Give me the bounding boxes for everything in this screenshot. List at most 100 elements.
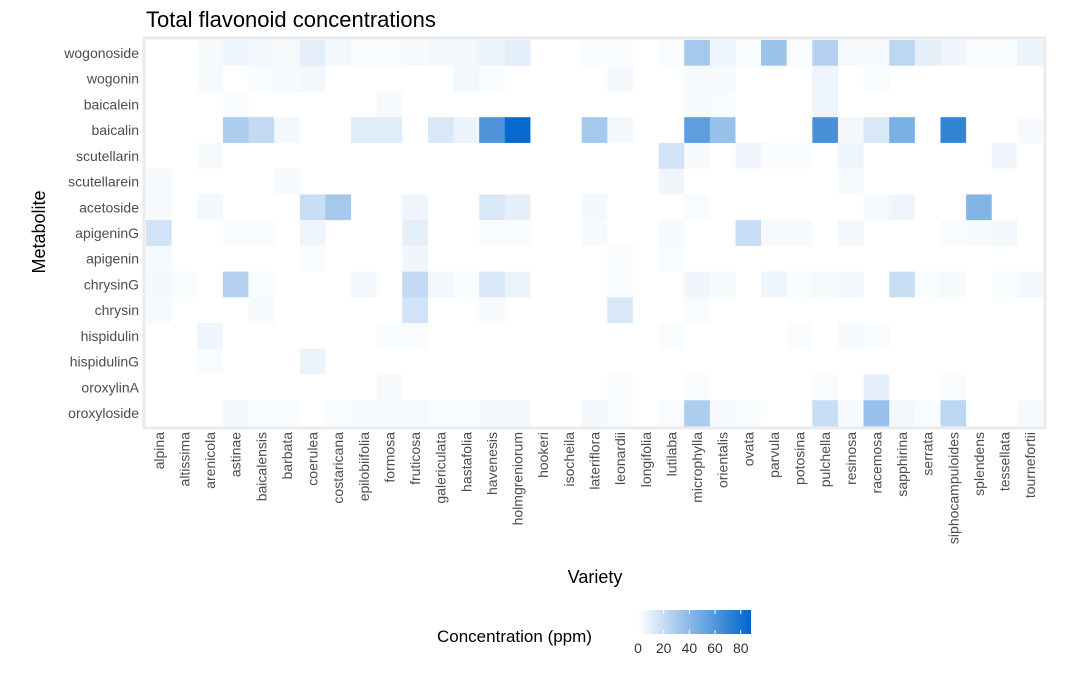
heatmap-cell-chrysinG-lateriflora: [581, 271, 608, 298]
heatmap-cell-scutellarin-barbata: [274, 142, 301, 170]
heatmap-cell-scutellarin-hookeri: [530, 142, 557, 170]
heatmap-cell-apigenin-costaricana: [325, 245, 352, 272]
heatmap-cell-oroxyloside-formosa: [376, 400, 403, 427]
heatmap-cell-baicalin-orientalis: [709, 117, 736, 144]
heatmap-cell-scutellarin-pulchella: [812, 142, 839, 170]
heatmap-cell-scutellarin-leonardii: [607, 142, 634, 170]
heatmap-cell-apigenin-coerulea: [299, 245, 326, 272]
y-tick-hispidulin: hispidulin: [81, 328, 139, 344]
x-tick-orientalis: orientalis: [715, 432, 731, 488]
heatmap-cell-apigeninG-holmgreniorum: [504, 220, 531, 247]
heatmap-cell-oroxylinA-barbata: [274, 374, 301, 401]
heatmap-cell-apigenin-orientalis: [709, 245, 736, 272]
heatmap-cell-chrysin-racemosa: [863, 297, 890, 324]
heatmap-cell-apigeninG-galericulata: [427, 220, 454, 247]
heatmap-cell-hispidulinG-potosina: [786, 348, 813, 375]
heatmap-cell-scutellarein-isocheila: [556, 168, 583, 195]
heatmap-cell-chrysin-resinosa: [837, 297, 864, 324]
heatmap-cell-hispidulin-alpina: [146, 323, 173, 350]
heatmap-cell-oroxylinA-hookeri: [530, 374, 557, 401]
heatmap-cell-baicalein-microphylla: [684, 91, 711, 118]
heatmap-cell-oroxyloside-tournefortii: [1017, 400, 1044, 427]
heatmap-cell-apigenin-alpina: [146, 245, 173, 272]
heatmap-cell-oroxylinA-arenicola: [197, 374, 224, 401]
heatmap-cell-wogonin-lateriflora: [581, 65, 608, 92]
heatmap-cell-oroxylinA-fruticosa: [402, 374, 429, 401]
heatmap-cell-acetoside-resinosa: [837, 194, 864, 221]
heatmap-cell-hispidulin-barbata: [274, 323, 301, 350]
heatmap-cell-hispidulinG-sapphirina: [889, 348, 916, 375]
heatmap-cell-baicalein-longifolia: [632, 91, 659, 118]
y-tick-oroxylinA: oroxylinA: [81, 379, 139, 395]
heatmap-cell-acetoside-baicalensis: [248, 194, 275, 221]
heatmap-cell-wogonoside-lutilaba: [658, 40, 685, 67]
heatmap-cell-acetoside-lateriflora: [581, 194, 608, 221]
heatmap-cell-wogonoside-lateriflora: [581, 40, 608, 67]
heatmap-cell-apigeninG-pulchella: [812, 220, 839, 247]
heatmap-cell-wogonoside-fruticosa: [402, 40, 429, 67]
heatmap-cell-hispidulin-microphylla: [684, 323, 711, 350]
heatmap-cell-baicalin-costaricana: [325, 117, 352, 144]
heatmap-cell-oroxyloside-havenesis: [479, 400, 506, 427]
heatmap-cell-apigenin-ovata: [735, 245, 762, 272]
heatmap-cell-acetoside-tournefortii: [1017, 194, 1044, 221]
x-tick-racemosa: racemosa: [868, 432, 884, 494]
heatmap-cell-baicalein-isocheila: [556, 91, 583, 118]
heatmap-cell-apigeninG-parvula: [761, 220, 788, 247]
heatmap-cell-chrysin-hastafolia: [453, 297, 480, 324]
heatmap-cell-scutellarin-astinae: [222, 142, 249, 170]
heatmap-cell-wogonin-tournefortii: [1017, 65, 1044, 92]
heatmap-cell-oroxylinA-orientalis: [709, 374, 736, 401]
heatmap-cell-chrysin-costaricana: [325, 297, 352, 324]
heatmap-cell-baicalin-astinae: [222, 117, 249, 144]
heatmap-cell-oroxylinA-siphocampuloides: [940, 374, 967, 401]
heatmap-cell-chrysin-lutilaba: [658, 297, 685, 324]
heatmap-cell-wogonoside-arenicola: [197, 40, 224, 67]
heatmap-cell-wogonin-longifolia: [632, 65, 659, 92]
x-tick-splendens: splendens: [971, 432, 987, 496]
heatmap-cell-oroxyloside-coerulea: [299, 400, 326, 427]
heatmap-cell-oroxylinA-alpina: [146, 374, 173, 401]
x-tick-resinosa: resinosa: [843, 432, 859, 485]
heatmap-cell-oroxyloside-microphylla: [684, 400, 711, 427]
heatmap-cell-chrysin-holmgreniorum: [504, 297, 531, 324]
heatmap-cell-apigeninG-fruticosa: [402, 220, 429, 247]
heatmap-cell-oroxylinA-altissima: [171, 374, 198, 401]
heatmap-cell-oroxylinA-longifolia: [632, 374, 659, 401]
heatmap-cell-baicalin-parvula: [761, 117, 788, 144]
x-tick-microphylla: microphylla: [689, 432, 705, 503]
heatmap-cell-wogonin-coerulea: [299, 65, 326, 92]
heatmap-cell-acetoside-ovata: [735, 194, 762, 221]
heatmap-cell-chrysin-epilobiifolia: [351, 297, 378, 324]
x-tick-lateriflora: lateriflora: [587, 432, 603, 490]
heatmap-cell-scutellarein-epilobiifolia: [351, 168, 378, 195]
heatmap-cell-oroxyloside-arenicola: [197, 400, 224, 427]
heatmap-cell-wogonin-pulchella: [812, 65, 839, 92]
heatmap-cell-hispidulinG-splendens: [966, 348, 993, 375]
heatmap-cell-apigenin-formosa: [376, 245, 403, 272]
heatmap-cell-wogonin-racemosa: [863, 65, 890, 92]
heatmap-cell-oroxylinA-holmgreniorum: [504, 374, 531, 401]
heatmap-cell-baicalein-hastafolia: [453, 91, 480, 118]
x-tick-longifolia: longifolia: [638, 432, 654, 487]
heatmap-cell-acetoside-hastafolia: [453, 194, 480, 221]
heatmap-cell-apigenin-galericulata: [427, 245, 454, 272]
heatmap-cell-apigeninG-resinosa: [837, 220, 864, 247]
heatmap-cell-wogonin-alpina: [146, 65, 173, 92]
heatmap-cell-apigeninG-hastafolia: [453, 220, 480, 247]
heatmap-cell-oroxylinA-astinae: [222, 374, 249, 401]
y-tick-scutellarin: scutellarin: [76, 148, 139, 164]
heatmap-cell-baicalin-isocheila: [556, 117, 583, 144]
heatmap-cell-oroxylinA-leonardii: [607, 374, 634, 401]
heatmap-cell-scutellarein-racemosa: [863, 168, 890, 195]
heatmap-cell-oroxylinA-pulchella: [812, 374, 839, 401]
heatmap-cell-chrysinG-tessellata: [991, 271, 1018, 298]
x-tick-costaricana: costaricana: [330, 432, 346, 504]
heatmap-cell-scutellarein-sapphirina: [889, 168, 916, 195]
heatmap-cell-apigenin-holmgreniorum: [504, 245, 531, 272]
heatmap-cell-hispidulin-resinosa: [837, 323, 864, 350]
heatmap-cell-scutellarin-siphocampuloides: [940, 142, 967, 170]
x-tick-tessellata: tessellata: [997, 432, 1013, 491]
heatmap-cell-baicalein-baicalensis: [248, 91, 275, 118]
heatmap-cell-apigeninG-tournefortii: [1017, 220, 1044, 247]
